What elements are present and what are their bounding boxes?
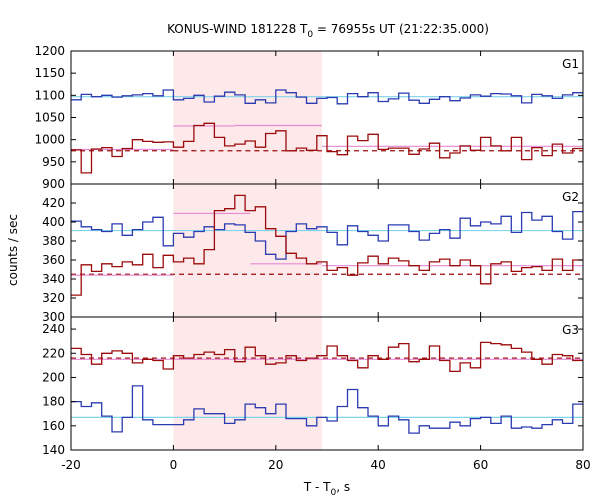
panel-g3-ytick-label: 200 (42, 370, 65, 384)
plot-area: 900 950 1000 1050 1100 1150 1200 G1 300 320 340 360… (34, 44, 590, 472)
panel-g2-ytick-label: 320 (42, 291, 65, 305)
chart-title-subscript: 0 (307, 30, 313, 40)
panel-g1-ytick-label: 1100 (34, 88, 65, 102)
xtick-label: -20 (61, 458, 81, 472)
panel-g2-ytick-label: 300 (42, 310, 65, 324)
panel-g3-label: G3 (562, 323, 579, 337)
panel-g1-ytick-label: 1000 (34, 133, 65, 147)
x-axis-label: T - T0, s (303, 480, 350, 498)
xtick-label: 20 (268, 458, 283, 472)
panel-g2-series-red (71, 194, 583, 296)
panel-g1-ytick-label: 1150 (34, 66, 65, 80)
panel-g1-ytick-label: 900 (42, 177, 65, 191)
panel-g1-ytick-label: 1050 (34, 111, 65, 125)
panel-g2-ytick-label: 360 (42, 253, 65, 267)
x-axis-label-subscript: 0 (331, 488, 337, 498)
panel-g1-series-blue (71, 89, 583, 105)
panel-g2-ytick-label: 380 (42, 234, 65, 248)
xtick-label: 80 (575, 458, 590, 472)
panel-g2-label: G2 (562, 190, 579, 204)
panel-g1-ytick-label: 1200 (34, 44, 65, 58)
xtick-label: 60 (473, 458, 488, 472)
panel-g1-ytick-label: 950 (42, 155, 65, 169)
xtick-label: 0 (170, 458, 178, 472)
panel-g3-ytick-label: 160 (42, 419, 65, 433)
panel-g3-ytick-label: 180 (42, 395, 65, 409)
panel-g2-ytick-label: 340 (42, 272, 65, 286)
panel-g3-ytick-label: 140 (42, 443, 65, 457)
panel-g1-label: G1 (562, 57, 579, 71)
panel-g1-series-red (71, 122, 583, 174)
panel-g2-ytick-label: 400 (42, 215, 65, 229)
panel-g3-ytick-label: 240 (42, 322, 65, 336)
panel-g3-frame (70, 316, 584, 451)
chart-title: KONUS-WIND 181228 T0 = 76955s UT (21:22:… (167, 22, 489, 40)
panel-g1-frame (70, 50, 584, 185)
xtick-label: 40 (371, 458, 386, 472)
panel-g3-series-blue (71, 385, 583, 434)
panel-g2-ytick-label: 420 (42, 196, 65, 210)
panel-g3-series-red (71, 341, 583, 373)
y-axis-label: counts / sec (6, 214, 20, 286)
panel-g2-frame (70, 183, 584, 318)
shaded-interval (173, 51, 322, 450)
panel-g2-series-blue (71, 210, 583, 260)
panel-g3-ytick-label: 220 (42, 346, 65, 360)
